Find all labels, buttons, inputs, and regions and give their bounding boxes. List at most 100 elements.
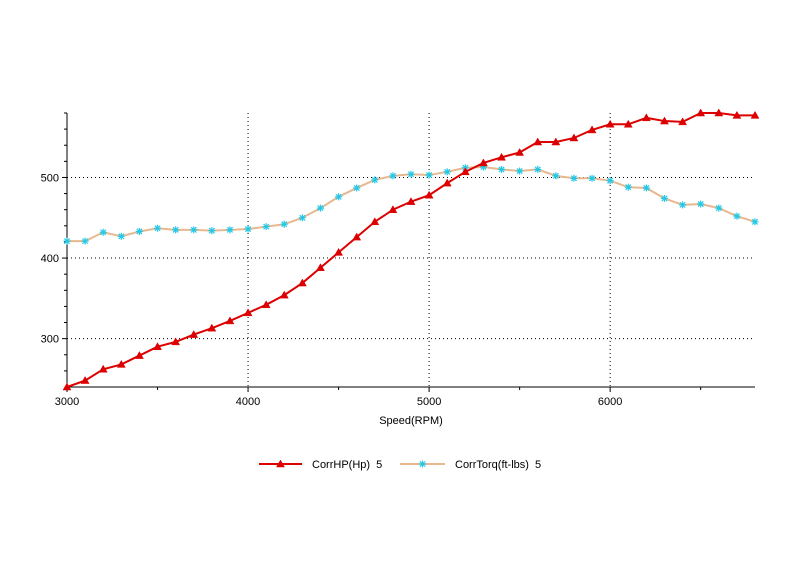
torque-data-point <box>371 176 379 184</box>
hp-data-point <box>243 308 253 317</box>
x-tick-label: 3000 <box>55 396 79 408</box>
marker-stroke <box>389 172 396 179</box>
hp-data-point <box>171 337 181 346</box>
torque-data-point <box>298 214 306 222</box>
marker-stroke <box>679 201 686 208</box>
grid-lines <box>67 113 755 387</box>
marker-stroke <box>245 225 252 233</box>
torque-data-point <box>697 200 705 208</box>
marker-stroke <box>625 184 632 191</box>
torque-data-point <box>660 194 668 202</box>
marker-stroke <box>570 175 577 182</box>
y-tick-label: 500 <box>41 172 59 184</box>
torque-data-point <box>117 232 125 240</box>
torque-data-point <box>172 226 180 234</box>
hp-data-point <box>497 152 506 161</box>
marker-stroke <box>552 172 559 179</box>
torque-data-point <box>389 172 397 180</box>
torque-data-point <box>262 223 270 231</box>
hp-data-point <box>279 290 289 299</box>
torque-data-point <box>624 183 632 191</box>
torque-data-point <box>280 220 288 228</box>
torque-data-point <box>679 201 687 209</box>
torque-data-point <box>588 174 596 182</box>
torque-data-point <box>244 225 252 233</box>
marker-stroke <box>516 167 523 175</box>
hp-data-point <box>297 278 307 287</box>
hp-data-point <box>225 316 235 325</box>
hp-data-point <box>569 133 579 142</box>
marker-stroke <box>190 226 197 233</box>
marker-stroke <box>281 221 288 228</box>
marker-stroke <box>263 223 270 230</box>
marker-stroke <box>751 218 759 225</box>
hp-data-point <box>641 113 651 122</box>
marker-stroke <box>643 184 650 191</box>
hp-data-point <box>352 232 362 241</box>
marker-stroke <box>534 166 541 173</box>
marker-stroke <box>661 195 668 202</box>
torque-data-point <box>552 172 560 180</box>
y-tick-label: 400 <box>41 253 59 265</box>
torque-data-point <box>443 168 451 176</box>
torque-data-point <box>715 204 723 212</box>
marker-stroke <box>498 166 505 173</box>
hp-data-point <box>460 167 470 176</box>
torque-data-point <box>190 226 198 234</box>
torque-data-point <box>733 212 741 220</box>
x-axis-title: Speed(RPM) <box>379 415 443 427</box>
torque-data-point <box>99 228 107 236</box>
hp-data-point <box>533 137 543 146</box>
marker-stroke <box>419 460 426 468</box>
x-tick-label: 5000 <box>417 396 441 408</box>
hp-data-point <box>551 137 561 146</box>
torque-data-point <box>606 177 614 185</box>
y-tick-label: 300 <box>41 334 59 346</box>
marker-stroke <box>82 238 89 245</box>
marker-stroke <box>733 213 740 220</box>
hp-data-point <box>442 178 452 187</box>
legend-torque-label: CorrTorq(ft-lbs) 5 <box>455 459 541 471</box>
torque-data-point <box>335 193 343 201</box>
torque-data-point <box>316 204 324 212</box>
marker-stroke <box>407 171 415 178</box>
legend-torque-marker <box>419 460 426 468</box>
x-tick-label: 4000 <box>236 396 260 408</box>
torque-data-point <box>154 224 162 232</box>
torque-data-point <box>407 170 415 178</box>
legend: CorrHP(Hp) 5 CorrTorq(ft-lbs) 5 <box>259 459 541 471</box>
hp-data-point <box>134 351 144 359</box>
torque-data-point <box>642 184 650 192</box>
marker-stroke <box>444 168 451 175</box>
marker-stroke <box>715 205 722 212</box>
hp-series-line <box>66 112 755 388</box>
torque-data-point <box>534 165 542 173</box>
hp-data-point <box>605 119 615 128</box>
marker-stroke <box>426 172 433 179</box>
marker-stroke <box>353 184 360 191</box>
legend-hp-label: CorrHP(Hp) 5 <box>312 459 382 471</box>
torque-data-point <box>135 227 143 235</box>
marker-stroke <box>317 205 324 212</box>
marker-stroke <box>100 229 107 236</box>
hp-data-point <box>116 359 126 368</box>
torque-data-point <box>63 237 71 245</box>
marker-stroke <box>371 176 378 183</box>
hp-data-point <box>62 382 72 391</box>
marker-stroke <box>335 193 342 200</box>
legend-hp-marker <box>276 459 285 468</box>
torque-data-point <box>208 227 216 235</box>
axes: 300 400 500 3000 4000 5000 6000 <box>41 112 755 408</box>
hp-data-point <box>334 247 344 256</box>
torque-data-point <box>570 174 578 182</box>
hp-data-point <box>388 205 398 213</box>
hp-data-point <box>207 323 217 332</box>
hp-data-point <box>515 147 525 156</box>
hp-data-point <box>316 263 325 271</box>
hp-data-point <box>714 108 724 117</box>
series-lines <box>62 108 760 391</box>
marker-stroke <box>136 228 143 235</box>
torque-data-point <box>81 237 89 245</box>
hp-data-point <box>80 376 90 384</box>
